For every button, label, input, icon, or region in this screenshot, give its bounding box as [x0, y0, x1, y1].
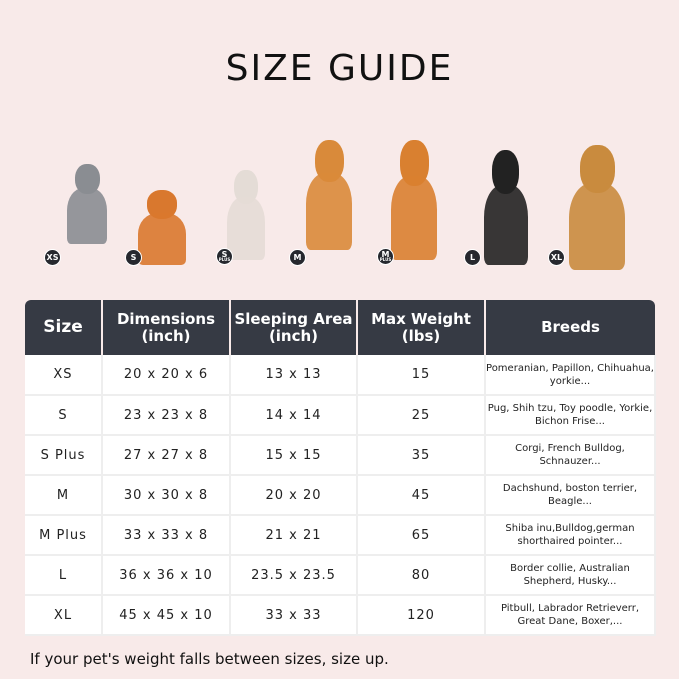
- table-cell: 14 x 14: [230, 395, 358, 436]
- table-cell: Shiba inu,Bulldog,german shorthaired poi…: [485, 515, 656, 556]
- column-header: Max Weight (lbs): [357, 300, 486, 355]
- table-cell: 20 x 20: [230, 475, 358, 516]
- size-badge-m: M: [289, 249, 306, 266]
- table-cell: 80: [357, 555, 486, 596]
- table-cell: Pitbull, Labrador Retrieverr, Great Dane…: [485, 595, 656, 636]
- footer-note: If your pet's weight falls between sizes…: [30, 650, 389, 668]
- size-badge-l: L: [464, 249, 481, 266]
- corgi-image: [300, 140, 358, 250]
- table-cell: 36 x 36 x 10: [102, 555, 231, 596]
- table-cell: 30 x 30 x 8: [102, 475, 231, 516]
- french-bulldog-image: [222, 170, 270, 260]
- pomeranian-image: [132, 190, 192, 265]
- table-cell: 23 x 23 x 8: [102, 395, 231, 436]
- table-cell: Pomeranian, Papillon, Chihuahua, yorkie.…: [485, 355, 656, 396]
- size-badge-xl: XL: [548, 249, 565, 266]
- table-cell: XS: [25, 355, 103, 396]
- table-cell: 33 x 33: [230, 595, 358, 636]
- table-cell: 13 x 13: [230, 355, 358, 396]
- size-badge-s-plus: S PLUS: [216, 248, 233, 265]
- column-header: Dimensions (inch): [102, 300, 231, 355]
- table-cell: 23.5 x 23.5: [230, 555, 358, 596]
- table-cell: Pug, Shih tzu, Toy poodle, Yorkie, Bicho…: [485, 395, 656, 436]
- table-cell: 35: [357, 435, 486, 476]
- pet-illustrations: XS S S PLUS M M PLUS L XL: [0, 140, 679, 275]
- column-header: Size: [25, 300, 103, 355]
- table-cell: Border collie, Australian Shepherd, Husk…: [485, 555, 656, 596]
- size-badge-m-plus: M PLUS: [377, 248, 394, 265]
- column-header: Breeds: [485, 300, 655, 355]
- table-row: L 36 x 36 x 10 23.5 x 23.5 80 Border collie,…: [25, 555, 656, 596]
- table-cell: Corgi, French Bulldog, Schnauzer...: [485, 435, 656, 476]
- table-cell: 120: [357, 595, 486, 636]
- page-title: SIZE GUIDE: [225, 48, 454, 89]
- table-cell: M: [25, 475, 103, 516]
- table-cell: 25: [357, 395, 486, 436]
- size-table: Size Dimensions (inch) Sleeping Area (inch) M…: [25, 300, 656, 636]
- golden-retriever-image: [562, 145, 632, 270]
- table-cell: S Plus: [25, 435, 103, 476]
- table-row: XL 45 x 45 x 10 33 x 33 120 Pitbull, Labrado…: [25, 595, 656, 636]
- table-cell: S: [25, 395, 103, 436]
- table-cell: 15 x 15: [230, 435, 358, 476]
- table-cell: 21 x 21: [230, 515, 358, 556]
- shiba-inu-image: [385, 140, 443, 260]
- table-cell: XL: [25, 595, 103, 636]
- table-cell: 27 x 27 x 8: [102, 435, 231, 476]
- table-cell: 65: [357, 515, 486, 556]
- column-header: Sleeping Area (inch): [230, 300, 358, 355]
- table-cell: 15: [357, 355, 486, 396]
- table-row: XS 20 x 20 x 6 13 x 13 15 Pomeranian, Papill…: [25, 355, 656, 396]
- table-cell: 20 x 20 x 6: [102, 355, 231, 396]
- table-row: S 23 x 23 x 8 14 x 14 25 Pug, Shih tzu, Toy …: [25, 395, 656, 436]
- table-cell: 33 x 33 x 8: [102, 515, 231, 556]
- table-cell: 45 x 45 x 10: [102, 595, 231, 636]
- table-row: M Plus 33 x 33 x 8 21 x 21 65 Shiba inu,Bull…: [25, 515, 656, 556]
- cat-image: [62, 164, 112, 244]
- table-cell: M Plus: [25, 515, 103, 556]
- size-badge-xs: XS: [44, 249, 61, 266]
- table-cell: 45: [357, 475, 486, 516]
- table-row: S Plus 27 x 27 x 8 15 x 15 35 Corgi, French …: [25, 435, 656, 476]
- table-cell: L: [25, 555, 103, 596]
- border-collie-image: [478, 150, 533, 265]
- table-row: M 30 x 30 x 8 20 x 20 45 Dachshund, boston t…: [25, 475, 656, 516]
- size-badge-s: S: [125, 249, 142, 266]
- table-cell: Dachshund, boston terrier, Beagle...: [485, 475, 656, 516]
